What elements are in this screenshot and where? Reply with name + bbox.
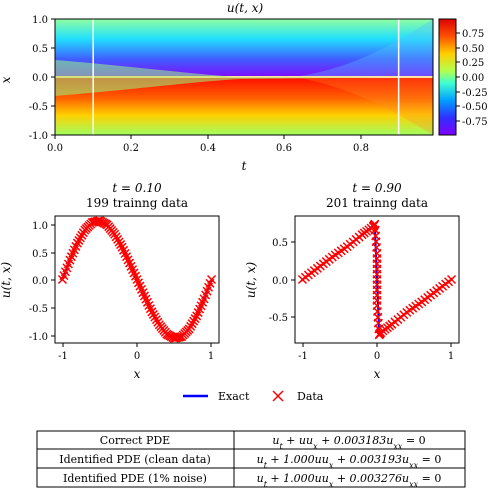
data-point: [207, 274, 217, 285]
table-row-equation: ut + uux + 0.003183uxx = 0: [272, 434, 425, 451]
slice-left-ytick: 0.5: [32, 249, 48, 260]
table-row-label: Correct PDE: [100, 434, 170, 447]
pde-table: Correct PDE Identified PDE (clean data) …: [36, 430, 466, 489]
data-point: [447, 274, 457, 285]
data-point: [78, 228, 88, 238]
legend-data-swatch: [272, 390, 284, 402]
slice-panel-right: t = 0.90 201 trainng data 0.5 0.0 -0.5 -…: [244, 181, 460, 381]
slice-left-xtick: 1: [208, 351, 214, 362]
heatmap-xtick: 0.6: [276, 143, 292, 154]
heatmap-xtick: 0.4: [200, 143, 216, 154]
slice-left-ytick: 1.0: [32, 221, 48, 232]
data-point: [147, 307, 157, 317]
colorbar-tick: -0.25: [462, 88, 488, 99]
colorbar-tick: 0.25: [462, 58, 484, 69]
slice-right-x-ticks: -1 0 1: [298, 343, 454, 362]
slice-left-subtitle: 199 trainng data: [86, 196, 188, 210]
legend-data-label: Data: [297, 390, 324, 403]
data-point: [74, 235, 84, 245]
data-point: [75, 233, 85, 243]
slice-right-xtick: 0: [374, 351, 380, 362]
heatmap-title: u(t, x): [227, 1, 264, 15]
heatmap-ytick: 0.5: [32, 44, 48, 55]
data-point: [153, 317, 163, 327]
heatmap-ylabel: x: [0, 76, 13, 83]
data-point: [187, 319, 197, 329]
data-point: [189, 316, 199, 326]
colorbar: 0.75 0.50 0.25 0.00 -0.25 -0.50 -0.75: [438, 18, 488, 136]
slice-left-xtick: -1: [58, 351, 68, 362]
slice-right-plot: [297, 219, 457, 340]
data-point: [77, 230, 87, 240]
slice-right-xtick: 1: [448, 351, 454, 362]
slice-panel-left: t = 0.10 199 trainng data 1.0 0.5 0.0 -0…: [0, 181, 220, 381]
heatmap-field: [55, 19, 433, 135]
slice-right-ytick: -0.5: [269, 313, 288, 324]
slice-right-ylabel: u(t, x): [244, 262, 258, 299]
heatmap-xtick: 0.8: [353, 143, 369, 154]
colorbar-tick: -0.75: [462, 117, 488, 128]
slice-right-xlabel: x: [374, 367, 381, 381]
data-point: [110, 229, 120, 239]
slice-left-x-ticks: -1 0 1: [58, 343, 214, 362]
data-point: [174, 332, 184, 342]
data-point: [186, 321, 196, 331]
heatmap-ytick: -0.5: [29, 102, 48, 113]
data-point: [151, 315, 161, 325]
slice-right-ytick: 0.5: [272, 238, 288, 249]
slice-right-xtick: -1: [298, 351, 308, 362]
slice-left-ytick: 0.0: [32, 276, 48, 287]
slice-right-y-ticks: 0.5 0.0 -0.5: [269, 238, 295, 324]
table-row-label: Identified PDE (1% noise): [63, 472, 207, 485]
slice-left-y-ticks: 1.0 0.5 0.0 -0.5 -1.0: [29, 221, 55, 343]
heatmap-x-ticks: 0.0 0.2 0.4 0.6 0.8: [47, 135, 369, 154]
heatmap-ytick: 1.0: [32, 15, 48, 26]
slice-left-plot: [57, 216, 217, 343]
heatmap-xtick: 0.2: [123, 143, 139, 154]
data-point: [114, 237, 124, 247]
legend-exact-label: Exact: [218, 390, 250, 403]
data-point: [190, 314, 200, 324]
colorbar-tick: 0.00: [462, 73, 484, 84]
colorbar-tick: -0.50: [462, 102, 488, 113]
data-point: [148, 309, 158, 319]
heatmap-panel: u(t, x) 1.0 0.5 0.0 -0.5: [0, 1, 488, 173]
slice-left-ylabel: u(t, x): [0, 262, 13, 299]
table-row-equation: ut + 1.000uux + 0.003193uxx = 0: [257, 453, 442, 470]
slice-left-title: t = 0.10: [112, 181, 162, 195]
heatmap-ytick: 0.0: [32, 73, 48, 84]
legend: Exact Data: [183, 390, 324, 403]
slice-left-xlabel: x: [134, 367, 141, 381]
data-point: [184, 324, 194, 334]
data-point: [111, 232, 121, 242]
slice-left-ytick: -1.0: [29, 332, 48, 343]
colorbar-tick: 0.50: [462, 44, 484, 55]
slice-right-subtitle: 201 trainng data: [326, 196, 428, 210]
heatmap-xtick: 0.0: [47, 143, 63, 154]
data-point: [116, 240, 126, 250]
slice-right-ytick: 0.0: [272, 276, 288, 287]
colorbar-tick: 0.75: [462, 29, 484, 40]
data-point: [113, 234, 123, 244]
slice-left-xtick: 0: [134, 351, 140, 362]
table-row-label: Identified PDE (clean data): [59, 453, 211, 466]
heatmap-ytick: -1.0: [29, 131, 48, 142]
data-point: [150, 312, 160, 322]
heatmap-y-ticks: 1.0 0.5 0.0 -0.5 -1.0: [29, 15, 55, 142]
table-row-equation: ut + 1.000uux + 0.003276uxx = 0: [257, 472, 442, 489]
heatmap-xlabel: t: [242, 159, 247, 173]
slice-left-ytick: -0.5: [29, 304, 48, 315]
slice-right-title: t = 0.90: [352, 181, 402, 195]
data-point: [72, 238, 82, 248]
